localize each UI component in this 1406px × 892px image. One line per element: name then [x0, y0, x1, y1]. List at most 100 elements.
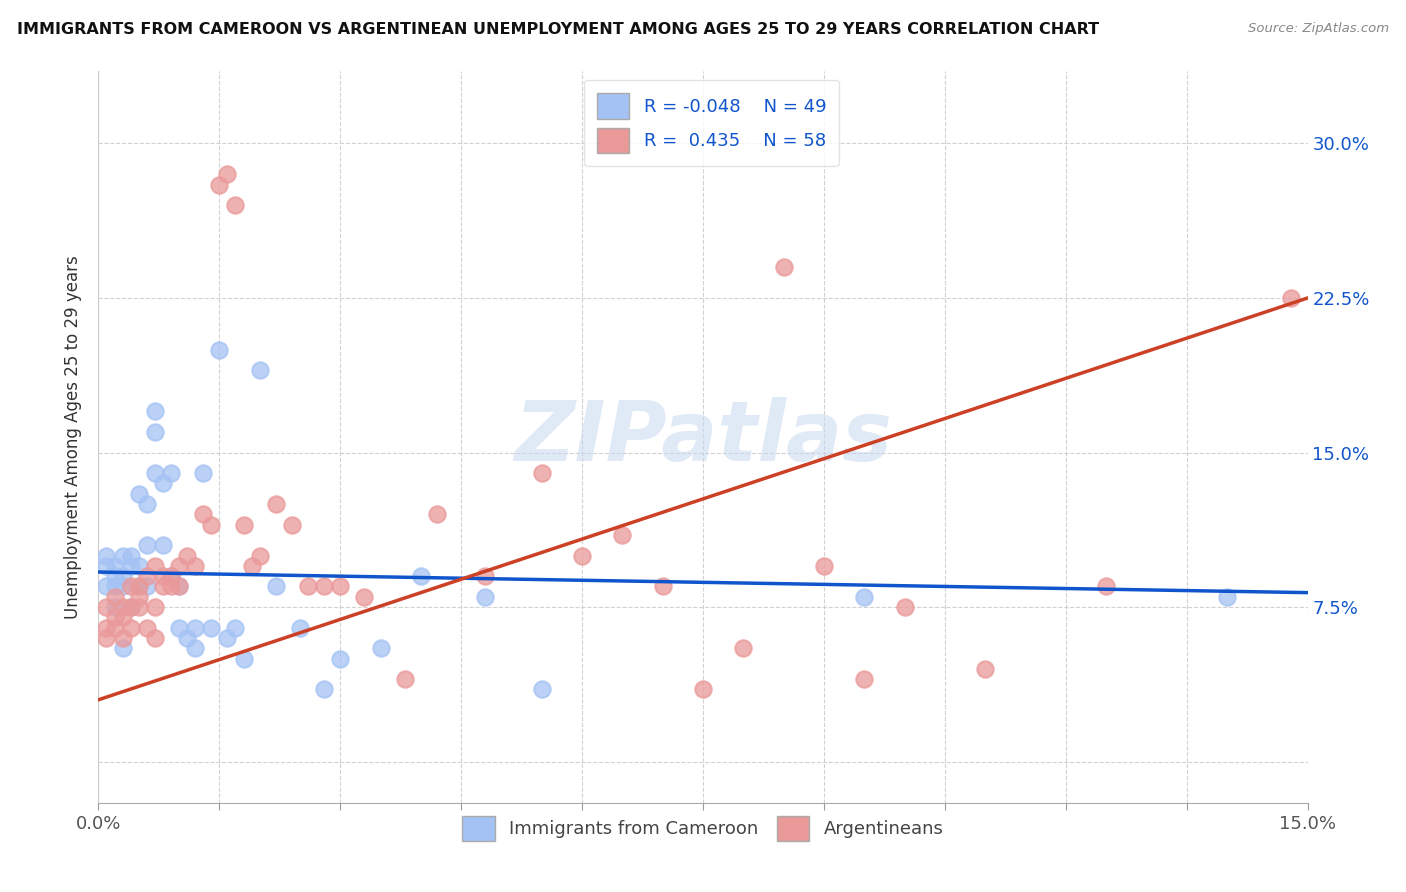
Point [612, 528, 634, 542]
Point [152, 476, 174, 491]
Point [224, 621, 246, 635]
Point [111, 569, 134, 583]
Point [128, 590, 150, 604]
Point [143, 631, 166, 645]
Point [120, 558, 142, 573]
Point [329, 651, 352, 665]
Point [208, 178, 231, 192]
Point [426, 508, 449, 522]
Point [217, 167, 239, 181]
Point [167, 579, 190, 593]
Point [103, 610, 125, 624]
Point [394, 672, 416, 686]
Point [111, 631, 134, 645]
Point [297, 579, 319, 593]
Point [143, 600, 166, 615]
Point [160, 569, 183, 583]
Point [111, 610, 134, 624]
Point [152, 538, 174, 552]
Point [409, 569, 432, 583]
Point [96, 621, 118, 635]
Point [143, 425, 166, 439]
Point [143, 558, 166, 573]
Point [1216, 590, 1239, 604]
Point [193, 466, 215, 480]
Point [893, 600, 915, 615]
Point [120, 600, 142, 615]
Point [813, 558, 835, 573]
Point [1095, 579, 1118, 593]
Point [96, 579, 118, 593]
Point [167, 621, 190, 635]
Point [281, 517, 304, 532]
Y-axis label: Unemployment Among Ages 25 to 29 years: Unemployment Among Ages 25 to 29 years [65, 255, 83, 619]
Point [249, 363, 271, 377]
Point [184, 641, 207, 656]
Point [176, 631, 198, 645]
Point [217, 631, 239, 645]
Point [184, 558, 207, 573]
Point [111, 549, 134, 563]
Point [103, 600, 125, 615]
Point [96, 558, 118, 573]
Text: IMMIGRANTS FROM CAMEROON VS ARGENTINEAN UNEMPLOYMENT AMONG AGES 25 TO 29 YEARS C: IMMIGRANTS FROM CAMEROON VS ARGENTINEAN … [17, 22, 1099, 37]
Point [143, 404, 166, 418]
Point [329, 579, 352, 593]
Point [772, 260, 794, 274]
Point [853, 590, 876, 604]
Point [96, 631, 118, 645]
Point [1281, 291, 1303, 305]
Point [143, 466, 166, 480]
Point [128, 579, 150, 593]
Point [232, 651, 254, 665]
Point [160, 579, 183, 593]
Point [474, 590, 496, 604]
Point [200, 517, 222, 532]
Point [135, 538, 157, 552]
Point [474, 569, 496, 583]
Point [974, 662, 997, 676]
Point [651, 579, 673, 593]
Point [176, 549, 198, 563]
Point [120, 600, 142, 615]
Point [103, 558, 125, 573]
Point [96, 600, 118, 615]
Point [530, 466, 553, 480]
Point [193, 508, 215, 522]
Point [314, 682, 336, 697]
Point [103, 579, 125, 593]
Point [111, 579, 134, 593]
Point [160, 466, 183, 480]
Legend: Immigrants from Cameroon, Argentineans: Immigrants from Cameroon, Argentineans [456, 809, 950, 848]
Point [120, 621, 142, 635]
Point [264, 497, 287, 511]
Point [135, 579, 157, 593]
Point [103, 569, 125, 583]
Point [152, 569, 174, 583]
Point [370, 641, 392, 656]
Point [184, 621, 207, 635]
Point [232, 517, 254, 532]
Point [128, 558, 150, 573]
Point [135, 497, 157, 511]
Point [128, 579, 150, 593]
Point [111, 600, 134, 615]
Point [111, 641, 134, 656]
Point [314, 579, 336, 593]
Point [96, 549, 118, 563]
Point [135, 621, 157, 635]
Point [240, 558, 263, 573]
Point [120, 579, 142, 593]
Point [167, 558, 190, 573]
Point [264, 579, 287, 593]
Point [103, 590, 125, 604]
Text: Source: ZipAtlas.com: Source: ZipAtlas.com [1249, 22, 1389, 36]
Point [103, 621, 125, 635]
Point [692, 682, 714, 697]
Point [208, 343, 231, 357]
Point [128, 487, 150, 501]
Point [249, 549, 271, 563]
Point [853, 672, 876, 686]
Point [120, 549, 142, 563]
Point [571, 549, 593, 563]
